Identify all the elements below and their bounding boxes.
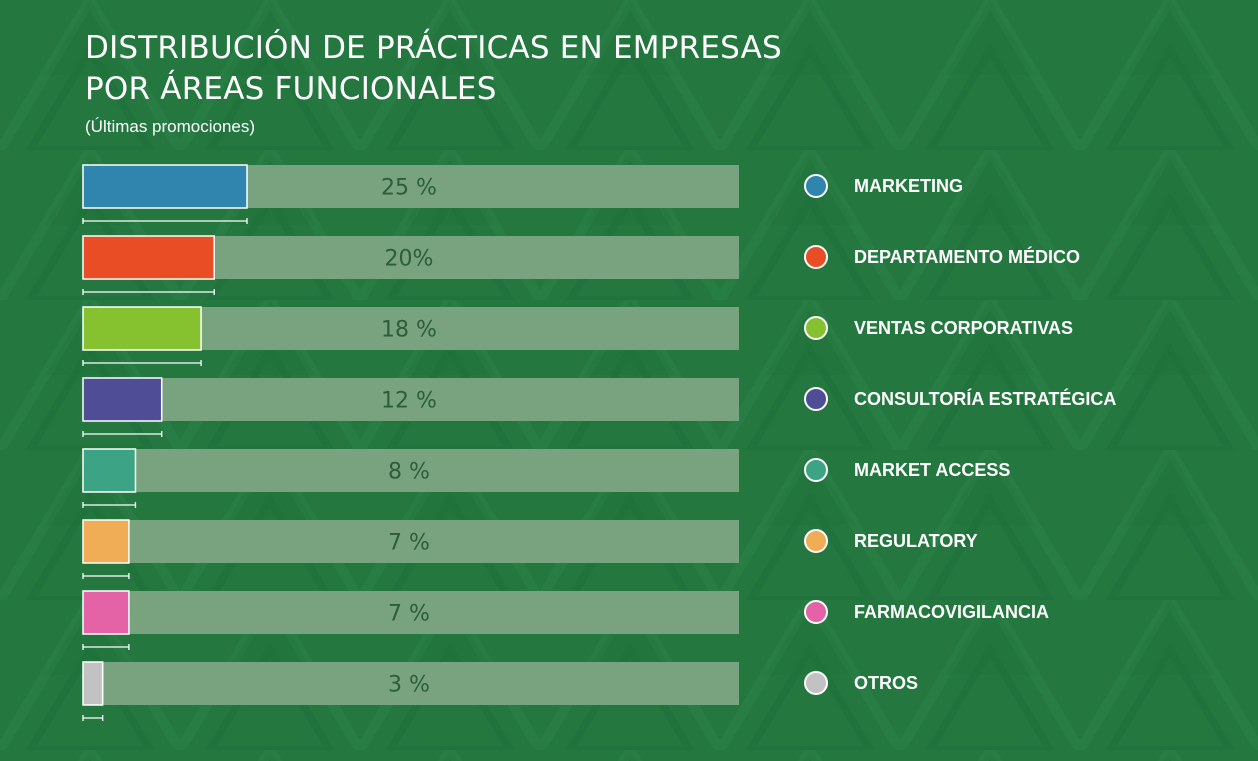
chart-title-line-1: DISTRIBUCIÓN DE PRÁCTICAS EN EMPRESAS bbox=[85, 30, 782, 66]
legend-label: REGULATORY bbox=[854, 530, 978, 551]
legend-swatch bbox=[804, 174, 828, 198]
bar bbox=[82, 661, 104, 706]
legend-item: DEPARTAMENTO MÉDICO bbox=[804, 237, 1080, 277]
bar bbox=[82, 235, 215, 280]
data-label: 8 % bbox=[388, 460, 430, 485]
legend-label: OTROS bbox=[854, 672, 919, 693]
legend-swatch bbox=[804, 316, 828, 340]
legend-item: OTROS bbox=[804, 663, 918, 703]
legend-swatch bbox=[804, 671, 828, 695]
legend-swatch bbox=[804, 529, 828, 553]
legend-swatch bbox=[804, 387, 828, 411]
data-label: 18 % bbox=[381, 318, 437, 343]
bar bbox=[82, 519, 130, 564]
data-label: 20% bbox=[385, 247, 434, 272]
data-label: 7 % bbox=[388, 602, 430, 627]
bar bbox=[82, 448, 137, 493]
bar-track bbox=[83, 449, 739, 492]
bar bbox=[82, 164, 248, 209]
data-label: 25 % bbox=[381, 176, 437, 201]
bar bbox=[82, 306, 202, 351]
legend-label: MARKET ACCESS bbox=[854, 459, 1011, 480]
legend-label: VENTAS CORPORATIVAS bbox=[854, 317, 1074, 338]
legend-item: VENTAS CORPORATIVAS bbox=[804, 308, 1073, 348]
legend-item: MARKET ACCESS bbox=[804, 450, 1010, 490]
bar bbox=[82, 377, 163, 422]
bar-track bbox=[83, 378, 739, 421]
bar-track bbox=[83, 520, 739, 563]
data-label: 12 % bbox=[381, 389, 437, 414]
legend-label: FARMACOVIGILANCIA bbox=[854, 601, 1049, 622]
bar bbox=[82, 590, 130, 635]
legend-label: DEPARTAMENTO MÉDICO bbox=[854, 246, 1081, 267]
legend-swatch bbox=[804, 245, 828, 269]
legend-item: CONSULTORÍA ESTRATÉGICA bbox=[804, 379, 1116, 419]
data-label: 3 % bbox=[388, 673, 430, 698]
bar-track bbox=[83, 662, 739, 705]
bar-track bbox=[83, 591, 739, 634]
legend-swatch bbox=[804, 600, 828, 624]
legend-item: FARMACOVIGILANCIA bbox=[804, 592, 1049, 632]
legend-label: MARKETING bbox=[854, 175, 963, 196]
legend-swatch bbox=[804, 458, 828, 482]
legend-item: MARKETING bbox=[804, 166, 963, 206]
legend-label: CONSULTORÍA ESTRATÉGICA bbox=[854, 388, 1117, 409]
legend-item: REGULATORY bbox=[804, 521, 978, 561]
chart-subtitle: (Últimas promociones) bbox=[85, 117, 256, 136]
chart-title: DISTRIBUCIÓN DE PRÁCTICAS EN EMPRESAS PO… bbox=[85, 28, 782, 110]
chart-title-line-2: POR ÁREAS FUNCIONALES bbox=[85, 71, 497, 107]
data-label: 7 % bbox=[388, 531, 430, 556]
